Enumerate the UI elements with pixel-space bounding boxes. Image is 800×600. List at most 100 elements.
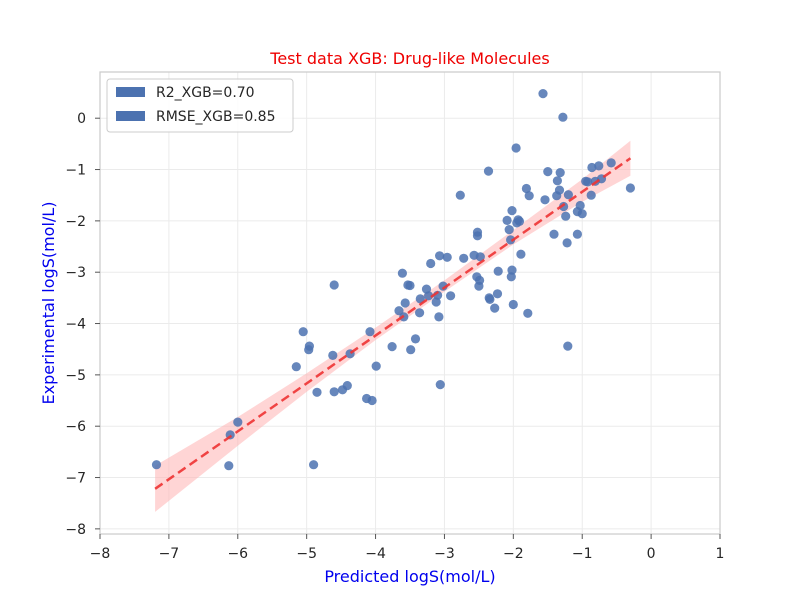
data-point [586,190,596,200]
data-point [587,162,597,173]
data-point [224,461,234,471]
data-point [549,229,559,239]
data-point [405,280,415,291]
data-point [583,177,593,187]
data-point [415,294,425,304]
data-point [442,252,452,262]
y-tick-label: −2 [65,214,86,230]
y-tick-label: −5 [65,368,86,384]
x-tick-label: −2 [503,546,524,562]
x-tick-label: −7 [159,546,180,562]
data-point [394,306,404,316]
x-axis-label: Predicted logS(mol/L) [324,567,495,586]
data-point [506,235,516,245]
y-tick-label: −4 [65,317,86,333]
data-point [435,380,445,390]
data-point [555,168,565,178]
data-point [511,143,521,153]
chart-title: Test data XGB: Drug-like Molecules [269,49,549,68]
plot-frame [99,71,721,535]
data-point [558,112,568,122]
data-point [523,308,533,318]
legend: R2_XGB=0.70 RMSE_XGB=0.85 [106,78,294,133]
legend-entry: RMSE_XGB=0.85 [156,109,276,125]
data-point [435,251,445,261]
x-tick-label: −4 [365,546,386,562]
legend-entry: R2_XGB=0.70 [156,85,255,101]
data-point [561,211,571,221]
data-point [329,280,339,290]
data-point [516,249,526,259]
y-tick-label: −7 [65,471,86,487]
data-point [387,342,397,352]
y-tick-label: −1 [65,163,86,179]
y-tick-label: −6 [65,419,86,435]
data-point [291,362,301,372]
confidence-band-layer [155,140,631,512]
data-point [625,183,636,193]
data-point [397,268,407,278]
data-point [521,183,532,194]
data-point [514,216,525,226]
regression-line [154,157,632,490]
data-point [485,294,495,304]
data-point [304,341,314,351]
data-point [492,289,503,299]
data-point [298,327,308,337]
data-point [507,206,517,216]
data-point [594,161,604,171]
data-point [508,299,518,310]
data-point [572,229,583,239]
data-point [552,176,563,186]
y-axis: −8 −7 −6 −5 −4 −3 −2 −1 0 [65,111,100,538]
data-point [406,345,416,355]
data-point [328,350,338,360]
data-point [504,225,514,235]
data-point [577,209,587,219]
confidence-band [155,140,631,512]
x-tick-label: −1 [572,546,593,562]
data-point [538,89,548,99]
data-point [367,395,377,406]
data-point [524,191,534,201]
legend-swatch [116,111,145,121]
x-tick-label: −5 [296,546,317,562]
data-point [507,265,517,275]
data-point [472,227,483,237]
x-tick-label: −3 [434,546,455,562]
legend-box [106,78,294,133]
data-point [506,272,516,282]
data-point [400,298,410,308]
data-point [426,258,436,269]
data-point [540,195,550,205]
data-point [483,166,494,176]
data-point [554,185,565,195]
x-tick-label: −8 [90,546,111,562]
data-point [151,460,162,470]
data-point [475,275,485,285]
data-point [371,361,381,371]
data-point [365,327,375,337]
y-tick-label: −3 [65,265,86,281]
x-tick-label: 1 [716,546,725,562]
data-point [455,190,465,200]
data-point [543,167,553,177]
data-point [415,308,425,318]
data-point [563,341,573,351]
data-point [575,200,585,211]
data-point [502,215,512,225]
y-tick-label: −8 [65,522,86,538]
data-point [410,334,421,344]
data-point [446,291,456,301]
x-axis: −8 −7 −6 −5 −4 −3 −2 −1 0 1 [90,534,725,562]
data-point [559,201,569,212]
x-tick-label: 0 [647,546,656,562]
x-tick-label: −6 [227,546,248,562]
data-point [493,266,503,276]
data-point [490,303,500,313]
data-point [606,158,616,168]
fit-line-layer [154,157,632,490]
data-point [459,253,469,263]
data-point [233,417,243,427]
